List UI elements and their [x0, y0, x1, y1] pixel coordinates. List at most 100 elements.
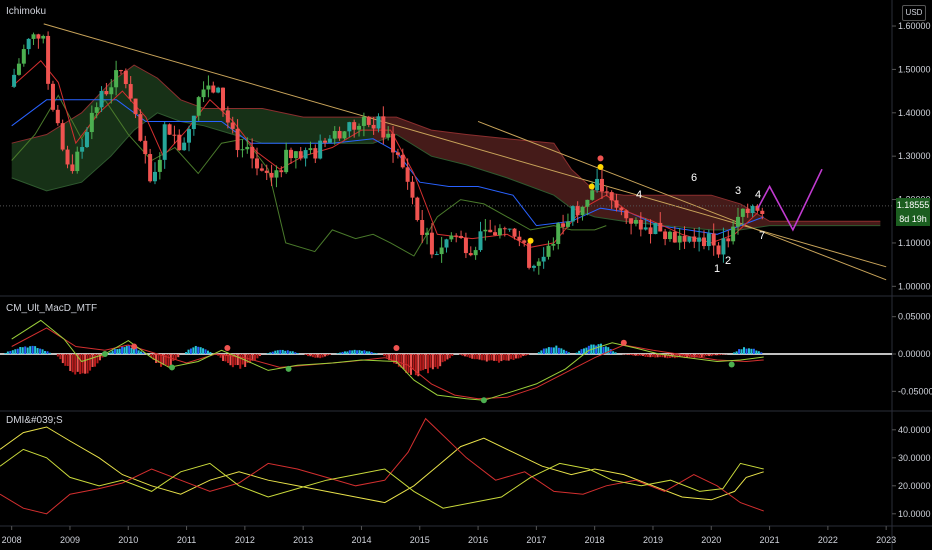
- candle-body: [167, 124, 172, 135]
- macd-histogram-bar: [547, 347, 550, 354]
- macd-histogram-bar: [209, 352, 212, 354]
- macd-title: CM_Ult_MacD_MTF: [6, 303, 98, 314]
- candle-body: [104, 91, 109, 95]
- macd-histogram-bar: [239, 354, 242, 369]
- price-tick-label: 1.30000: [898, 151, 931, 161]
- macd-histogram-bar: [94, 354, 97, 367]
- macd-histogram-bar: [700, 354, 703, 357]
- macd-histogram-bar: [375, 353, 378, 354]
- macd-histogram-bar: [370, 352, 373, 354]
- macd-histogram-bar: [388, 354, 391, 361]
- candle-body: [580, 206, 585, 216]
- macd-histogram-bar: [128, 345, 131, 354]
- macd-histogram-bar: [757, 351, 760, 354]
- macd-histogram-bar: [500, 354, 503, 362]
- candle-body: [633, 219, 638, 224]
- macd-histogram-bar: [627, 354, 630, 355]
- macd-histogram-bar: [291, 351, 294, 354]
- candle-body: [230, 122, 235, 129]
- candle-body: [653, 222, 658, 235]
- macd-histogram-bar: [755, 350, 758, 354]
- macd-histogram-bar: [505, 354, 508, 361]
- candle-body: [240, 149, 245, 151]
- macd-histogram-bar: [698, 354, 701, 358]
- macd-histogram-bar: [236, 354, 239, 366]
- macd-histogram-bar: [234, 354, 237, 366]
- macd-panel[interactable]: [0, 319, 892, 404]
- candle-body: [527, 242, 532, 268]
- macd-histogram-bar: [715, 354, 718, 356]
- macd-histogram-bar: [294, 352, 297, 354]
- macd-histogram-bar: [274, 350, 277, 354]
- macd-histogram-bar: [463, 354, 466, 357]
- macd-histogram-bar: [86, 354, 89, 374]
- candle-body: [386, 133, 391, 138]
- macd-histogram-bar: [407, 354, 410, 373]
- macd-histogram-bar: [519, 354, 522, 358]
- candle-body: [556, 223, 561, 245]
- candle-body: [12, 74, 17, 87]
- macd-histogram-bar: [424, 354, 427, 370]
- candle-body: [726, 238, 731, 242]
- macd-histogram-bar: [493, 354, 496, 361]
- candle-body: [493, 232, 498, 236]
- macd-histogram-bar: [59, 354, 62, 360]
- macd-histogram-bar: [231, 354, 234, 368]
- candle-body: [255, 158, 260, 169]
- price-tick-label: 1.10000: [898, 238, 931, 248]
- macd-histogram-bar: [66, 354, 69, 367]
- wave-label-4: 4: [755, 189, 761, 201]
- signal-marker: [597, 155, 604, 162]
- macd-histogram-bar: [693, 354, 696, 358]
- macd-histogram-bar: [199, 347, 202, 354]
- macd-cross-marker: [168, 364, 175, 371]
- macd-histogram-bar: [31, 345, 34, 354]
- time-tick-label: 2013: [293, 535, 313, 545]
- currency-button[interactable]: USD: [902, 5, 926, 21]
- candle-body: [687, 236, 692, 242]
- macd-histogram-bar: [540, 350, 543, 354]
- candle-body: [410, 181, 415, 198]
- macd-histogram-bar: [319, 354, 322, 359]
- macd-histogram-bar: [649, 354, 652, 358]
- macd-histogram-bar: [194, 345, 197, 354]
- macd-histogram-bar: [634, 354, 637, 356]
- macd-histogram-bar: [760, 352, 763, 354]
- candle-body: [289, 149, 294, 159]
- macd-histogram-bar: [111, 350, 114, 354]
- candle-body: [663, 231, 668, 240]
- dmi-tick-label: 40.0000: [898, 425, 931, 435]
- macd-histogram-bar: [417, 354, 420, 377]
- macd-histogram-bar: [258, 354, 261, 357]
- macd-histogram-bar: [471, 354, 474, 359]
- price-axis[interactable]: 1.600001.500001.400001.300001.200001.100…: [892, 21, 932, 519]
- candle-body: [701, 237, 706, 247]
- price-panel[interactable]: 6 4 3 4 7 21: [0, 23, 892, 281]
- candle-body: [735, 216, 740, 227]
- macd-cross-marker: [393, 345, 400, 352]
- time-axis[interactable]: 2008 2009 2010 2011 2012 2013 2014 2015 2016 2017…: [2, 526, 897, 545]
- macd-histogram-bar: [478, 354, 481, 360]
- macd-histogram-bar: [101, 354, 104, 358]
- wave-label-4: 4: [636, 189, 642, 201]
- price-tick-label: 1.00000: [898, 281, 931, 291]
- candle-body: [342, 131, 347, 139]
- macd-tick-label: -0.05000: [898, 386, 932, 396]
- chikou-line: [11, 94, 607, 257]
- candle-body: [347, 122, 352, 132]
- macd-histogram-bar: [703, 354, 706, 357]
- macd-histogram-bar: [19, 346, 22, 354]
- macd-histogram-bar: [365, 351, 368, 354]
- candle-body: [152, 171, 157, 182]
- macd-histogram-bar: [740, 349, 743, 354]
- candle-body: [225, 110, 230, 123]
- candle-body: [536, 261, 541, 266]
- candle-body: [405, 167, 410, 182]
- macd-histogram-bar: [98, 354, 101, 361]
- dmi-panel[interactable]: [0, 417, 764, 515]
- candle-body: [118, 70, 123, 72]
- candle-body: [206, 85, 211, 90]
- candle-body: [182, 142, 187, 151]
- macd-histogram-bar: [510, 354, 513, 360]
- candle-body: [16, 63, 21, 75]
